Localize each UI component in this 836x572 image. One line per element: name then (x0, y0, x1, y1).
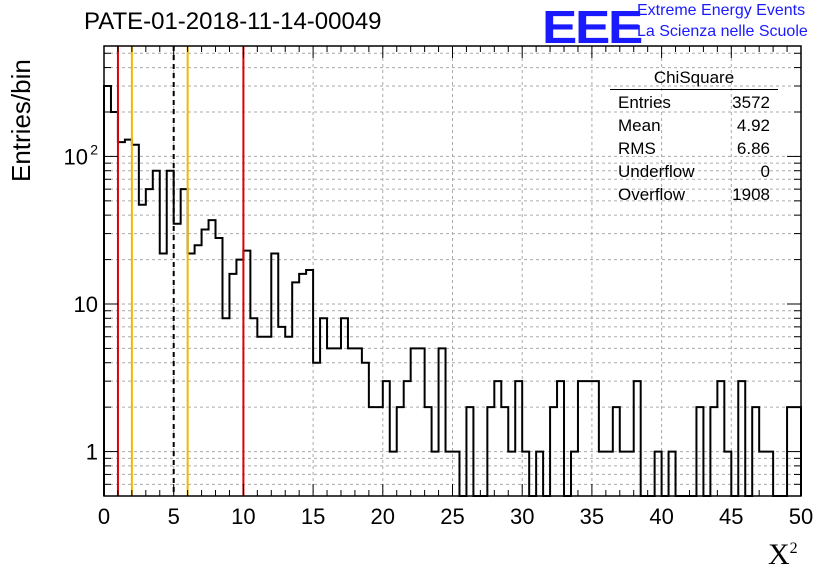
x-axis-label: X2 (768, 538, 798, 571)
stats-label: Entries (618, 93, 671, 112)
y-tick-label: 10 (64, 144, 88, 169)
stats-row: Entries 3572 (610, 91, 778, 114)
x-tick-label: 30 (510, 504, 534, 529)
stats-value: 6.86 (736, 139, 770, 158)
chart-title: PATE-01-2018-11-14-00049 (84, 8, 382, 35)
x-tick-label: 25 (440, 504, 464, 529)
stats-row: Underflow 0 (610, 160, 778, 183)
eee-logo-mark: EEE (542, 1, 643, 53)
stats-label: Underflow (618, 162, 695, 181)
stats-title: ChiSquare (610, 68, 778, 90)
x-tick-label: 5 (168, 504, 180, 529)
y-tick-label: 1 (86, 440, 98, 465)
stats-value: 0 (760, 162, 770, 181)
x-tick-label: 50 (789, 504, 813, 529)
stats-row: Mean 4.92 (610, 114, 778, 137)
stats-value: 3572 (732, 93, 770, 112)
stats-label: Overflow (618, 185, 686, 204)
y-tick-label: 10 (74, 292, 98, 317)
stats-label: RMS (618, 139, 656, 158)
stats-value: 4.92 (736, 116, 770, 135)
x-tick-label: 20 (371, 504, 395, 529)
stats-row: Overflow 1908 (610, 183, 778, 206)
stats-label: Mean (618, 116, 661, 135)
x-tick-label: 10 (231, 504, 255, 529)
x-tick-label: 15 (301, 504, 325, 529)
stats-row: RMS 6.86 (610, 137, 778, 160)
x-tick-label: 45 (719, 504, 743, 529)
logo-line-2: La Scienza nelle Scuole (637, 23, 808, 40)
logo-line-1: Extreme Energy Events (637, 2, 806, 19)
x-tick-label: 40 (649, 504, 673, 529)
stats-value: 1908 (732, 185, 770, 204)
x-tick-label: 0 (98, 504, 110, 529)
y-tick-label-exponent: 2 (90, 141, 98, 157)
y-axis-label: Entries/bin (6, 59, 36, 182)
stats-box: ChiSquare Entries 3572 Mean 4.92 RMS 6.86 U… (610, 68, 778, 206)
x-tick-label: 35 (580, 504, 604, 529)
